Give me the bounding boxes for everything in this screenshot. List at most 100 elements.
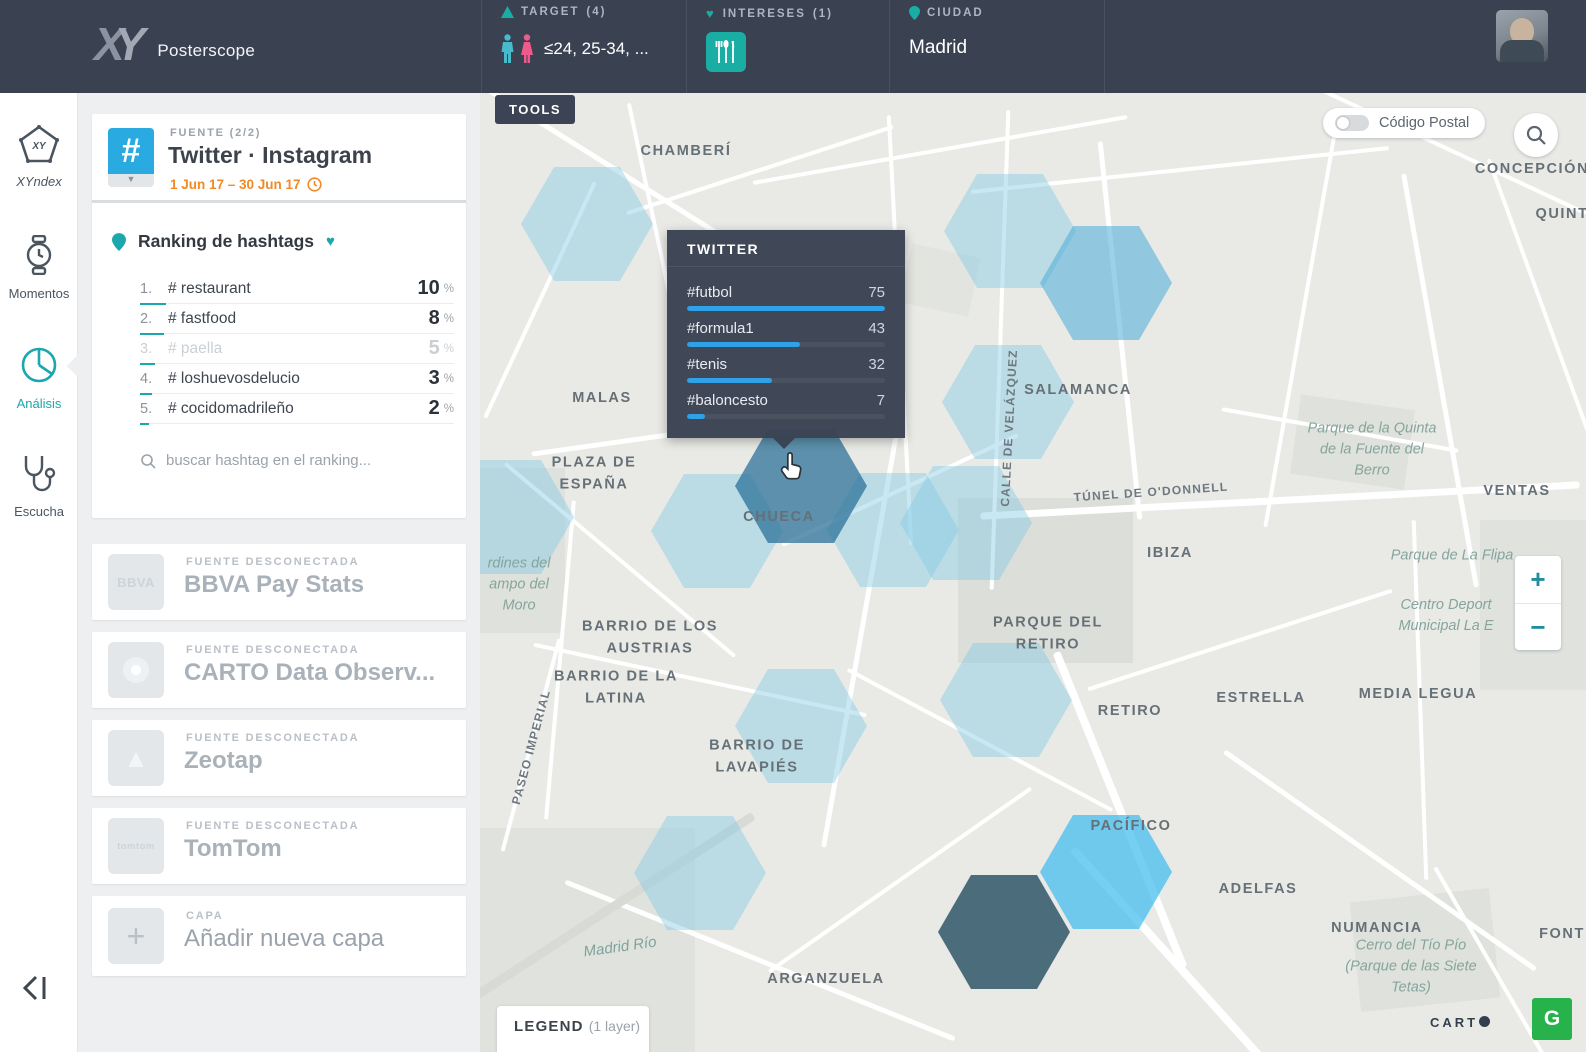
disconnected-source-card[interactable]: BBVA FUENTE DESCONECTADA BBVA Pay Stats	[92, 544, 466, 620]
hexagon-cell[interactable]	[938, 875, 1070, 989]
brand-logo[interactable]: XY Posterscope	[94, 14, 255, 74]
source-label: FUENTE (2/2)	[170, 127, 262, 139]
hashtag-ranking-list: 1. # restaurant 10% 2. # fastfood 8% 3. # paell…	[140, 274, 454, 425]
sidebar-item-analisis[interactable]: Análisis	[0, 345, 78, 411]
g-button[interactable]: G	[1532, 998, 1572, 1040]
map-label: FONT	[1539, 925, 1585, 942]
sidebar-item-escucha[interactable]: Escucha	[0, 453, 78, 519]
chevron-down-icon[interactable]: ▼	[108, 174, 154, 187]
percent-sign: %	[443, 312, 454, 325]
tooltip-hashtag: #baloncesto	[687, 392, 768, 409]
hexagon-cell-hovered[interactable]	[735, 429, 867, 543]
source-name: BBVA Pay Stats	[184, 571, 365, 598]
plus-icon: +	[108, 908, 164, 964]
intereses-section[interactable]: ♥ INTERESES (1)	[686, 0, 889, 93]
top-bar: XY Posterscope TARGET (4) ≤24, 25-34, ...…	[0, 0, 1586, 93]
search-hashtag-input[interactable]	[166, 452, 436, 469]
ranking-row[interactable]: 1. # restaurant 10%	[140, 274, 454, 305]
postal-code-toggle[interactable]: Código Postal	[1323, 108, 1485, 138]
legend-panel[interactable]: LEGEND (1 layer)	[497, 1006, 649, 1052]
disconnected-source-card[interactable]: FUENTE DESCONECTADA CARTO Data Observ...	[92, 632, 466, 708]
target-section[interactable]: TARGET (4) ≤24, 25-34, ...	[481, 0, 686, 93]
tooltip-bar-track	[687, 378, 885, 383]
disconnected-source-card[interactable]: ▲ FUENTE DESCONECTADA Zeotap	[92, 720, 466, 796]
male-icon	[501, 34, 514, 63]
sidebar-item-xyndex[interactable]: XY XYndex	[0, 125, 78, 189]
pie-chart-icon	[21, 347, 57, 383]
source-card-twitter-instagram[interactable]: # ▼ FUENTE (2/2) Twitter · Instagram 1 J…	[92, 114, 466, 518]
street-line	[626, 124, 894, 216]
park-area	[1349, 887, 1501, 1013]
map-label: QUINT	[1535, 205, 1586, 222]
ranking-row[interactable]: 3. # paella 5%	[140, 334, 454, 365]
search-icon	[1526, 125, 1546, 145]
brand-name: Posterscope	[157, 41, 256, 60]
ciudad-section[interactable]: CIUDAD Madrid	[889, 0, 1104, 93]
pin-icon	[909, 6, 920, 20]
map-label: CHAMBERÍ	[640, 142, 732, 159]
postal-code-label: Código Postal	[1379, 115, 1470, 131]
hexagon-cell[interactable]	[1040, 226, 1172, 340]
hexagon-cell[interactable]	[735, 669, 867, 783]
map-zoom-control: + −	[1515, 556, 1561, 650]
map-canvas[interactable]: CHAMBERÍ CONCEPCIÓN QUINT MALAS SALAMANCA CAL…	[480, 93, 1586, 1052]
pentagon-xy-icon: XY	[19, 125, 59, 163]
tooltip-value: 32	[868, 356, 885, 373]
restaurant-interest-tile[interactable]	[706, 32, 746, 72]
legend-sublabel: (1 layer)	[588, 1018, 641, 1034]
ranking-search[interactable]	[140, 452, 454, 469]
collapse-sidebar-icon[interactable]	[18, 973, 58, 1003]
hexagon-cell[interactable]	[634, 816, 766, 930]
tomtom-logo-icon: tomtom	[117, 840, 155, 852]
layers-panel: # ▼ FUENTE (2/2) Twitter · Instagram 1 J…	[78, 93, 480, 1052]
add-layer-label: CAPA	[186, 910, 224, 922]
rank-number: 5.	[140, 401, 168, 425]
tools-button[interactable]: TOOLS	[495, 95, 576, 124]
hashtag-label: # paella	[168, 339, 223, 357]
cutlery-icon	[715, 40, 735, 63]
ranking-row[interactable]: 2. # fastfood 8%	[140, 304, 454, 335]
map-label: ESTRELLA	[1216, 689, 1306, 706]
rank-number: 1.	[140, 281, 168, 305]
map-search-button[interactable]	[1514, 113, 1558, 157]
hexagon-cell[interactable]	[942, 345, 1074, 459]
tooltip-bar-fill	[687, 414, 705, 419]
search-icon	[141, 453, 156, 469]
toggle-off-icon[interactable]	[1335, 115, 1369, 131]
tooltip-bar-track	[687, 414, 885, 419]
hashtag-source-icon[interactable]: # ▼	[108, 128, 154, 187]
zoom-in-button[interactable]: +	[1530, 564, 1546, 594]
user-avatar[interactable]	[1496, 10, 1548, 62]
source-name: TomTom	[184, 835, 282, 862]
hexagon-cell[interactable]	[940, 643, 1072, 757]
hexagon-cell[interactable]	[1040, 815, 1172, 929]
tooltip-value: 75	[868, 284, 885, 301]
heart-icon: ♥	[706, 6, 716, 21]
ranking-row[interactable]: 5. # cocidomadrileño 2%	[140, 394, 454, 425]
tooltip-hashtag-row: #tenis 32	[687, 356, 885, 383]
hashtag-label: # cocidomadrileño	[168, 399, 294, 417]
street-line	[1411, 520, 1429, 880]
source-status-label: FUENTE DESCONECTADA	[186, 820, 360, 832]
sidebar-item-momentos[interactable]: Momentos	[0, 234, 78, 301]
nav-rail: XY XYndex Momentos Análisis Escucha	[0, 93, 78, 1052]
source-title: Twitter · Instagram	[168, 142, 373, 168]
ranking-row[interactable]: 4. # loshuevosdelucio 3%	[140, 364, 454, 395]
legend-title: LEGEND	[514, 1018, 584, 1035]
zoom-out-button[interactable]: −	[1530, 612, 1546, 642]
map-label: RETIRO	[1097, 702, 1163, 719]
date-range[interactable]: 1 Jun 17 – 30 Jun 17	[170, 177, 322, 192]
hexagon-cell[interactable]	[521, 167, 653, 281]
add-layer-card[interactable]: + CAPA Añadir nueva capa	[92, 896, 466, 976]
source-status-label: FUENTE DESCONECTADA	[186, 644, 360, 656]
stethoscope-icon	[24, 456, 56, 492]
hashtag-percent: 8	[428, 307, 440, 329]
hexagon-cell[interactable]	[900, 466, 1032, 580]
carto-attribution[interactable]: CART	[1430, 1015, 1491, 1030]
rank-number: 3.	[140, 341, 168, 365]
disconnected-source-card[interactable]: tomtom FUENTE DESCONECTADA TomTom	[92, 808, 466, 884]
map-label: IBIZA	[1147, 544, 1193, 561]
tooltip-bar-fill	[687, 342, 800, 347]
percent-sign: %	[443, 402, 454, 415]
svg-text:XY: XY	[31, 141, 47, 152]
